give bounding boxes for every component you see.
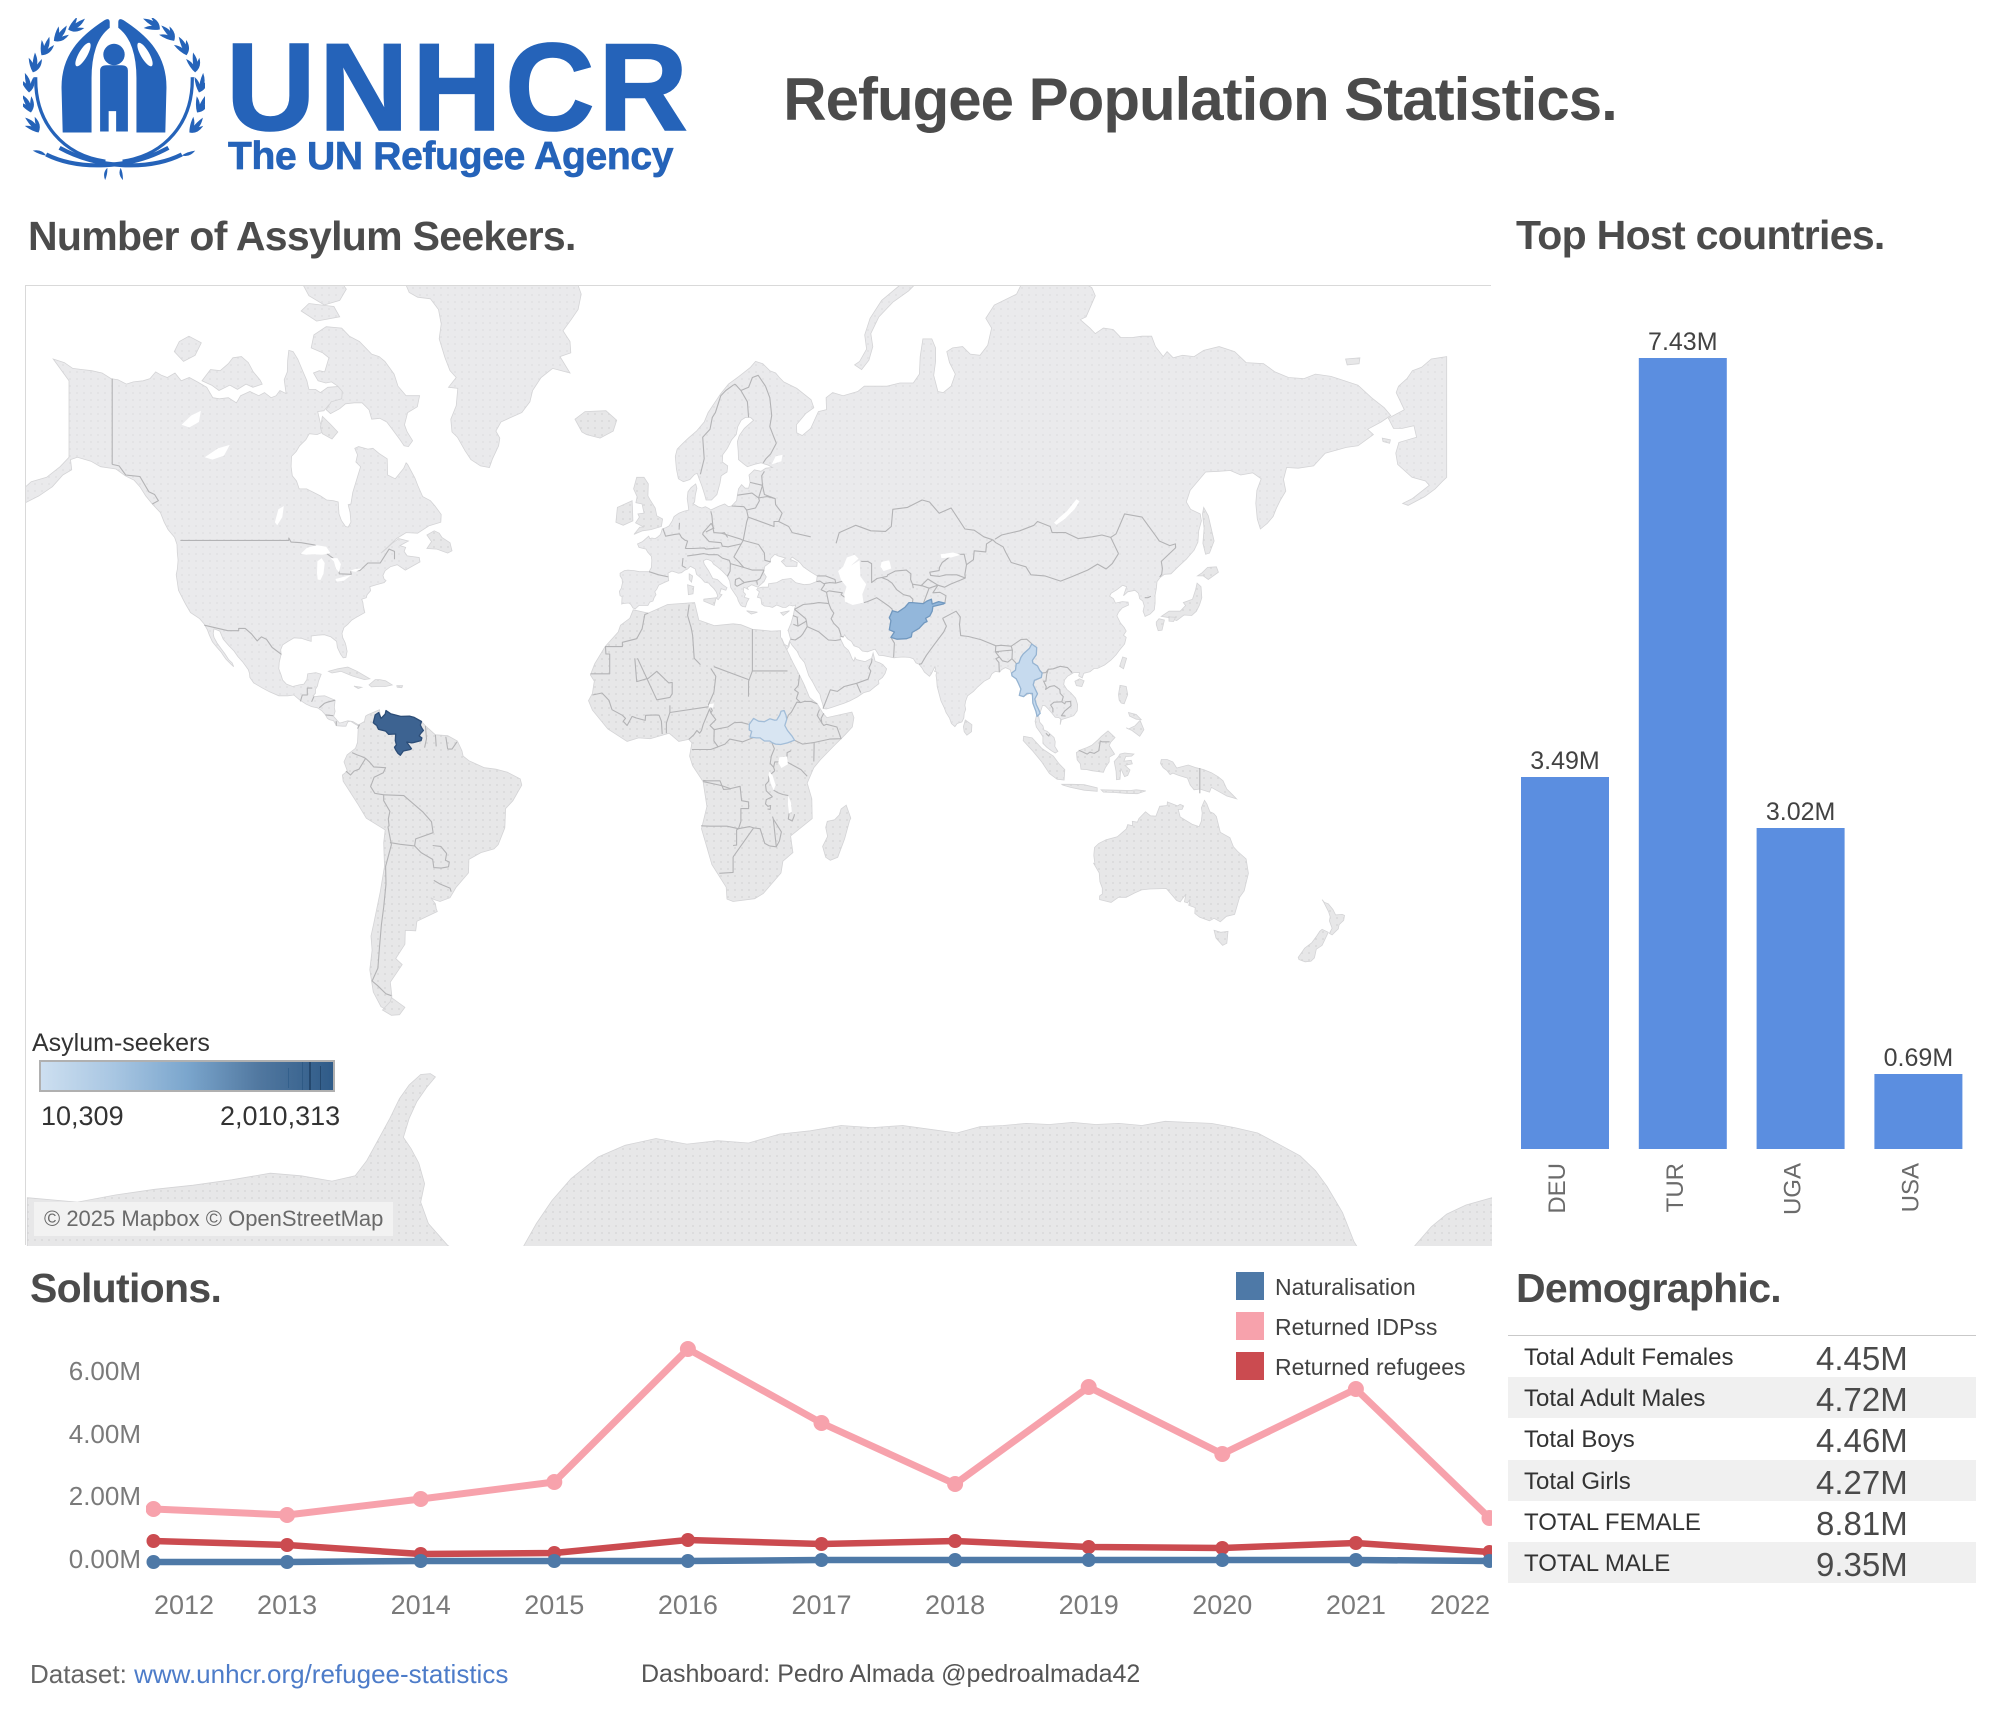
svg-text:TUR: TUR: [1662, 1163, 1689, 1212]
svg-text:2014: 2014: [391, 1590, 451, 1620]
svg-text:2.00M: 2.00M: [69, 1481, 141, 1511]
svg-text:4.00M: 4.00M: [69, 1419, 141, 1449]
svg-text:7.43M: 7.43M: [1648, 328, 1717, 356]
svg-text:2012: 2012: [154, 1590, 214, 1620]
svg-text:3.02M: 3.02M: [1766, 798, 1835, 826]
svg-text:6.00M: 6.00M: [69, 1356, 141, 1386]
svg-text:2021: 2021: [1326, 1590, 1386, 1620]
svg-text:2020: 2020: [1192, 1590, 1252, 1620]
svg-text:2013: 2013: [257, 1590, 317, 1620]
svg-text:UGA: UGA: [1780, 1163, 1807, 1215]
svg-text:USA: USA: [1897, 1163, 1924, 1212]
svg-text:2016: 2016: [658, 1590, 718, 1620]
svg-text:2022: 2022: [1430, 1590, 1490, 1620]
svg-text:0.00M: 0.00M: [69, 1544, 141, 1574]
svg-text:2019: 2019: [1059, 1590, 1119, 1620]
svg-text:DEU: DEU: [1544, 1163, 1571, 1214]
svg-text:0.69M: 0.69M: [1884, 1044, 1953, 1072]
svg-text:2015: 2015: [524, 1590, 584, 1620]
svg-text:2018: 2018: [925, 1590, 985, 1620]
svg-text:3.49M: 3.49M: [1530, 747, 1599, 775]
svg-text:2017: 2017: [791, 1590, 851, 1620]
